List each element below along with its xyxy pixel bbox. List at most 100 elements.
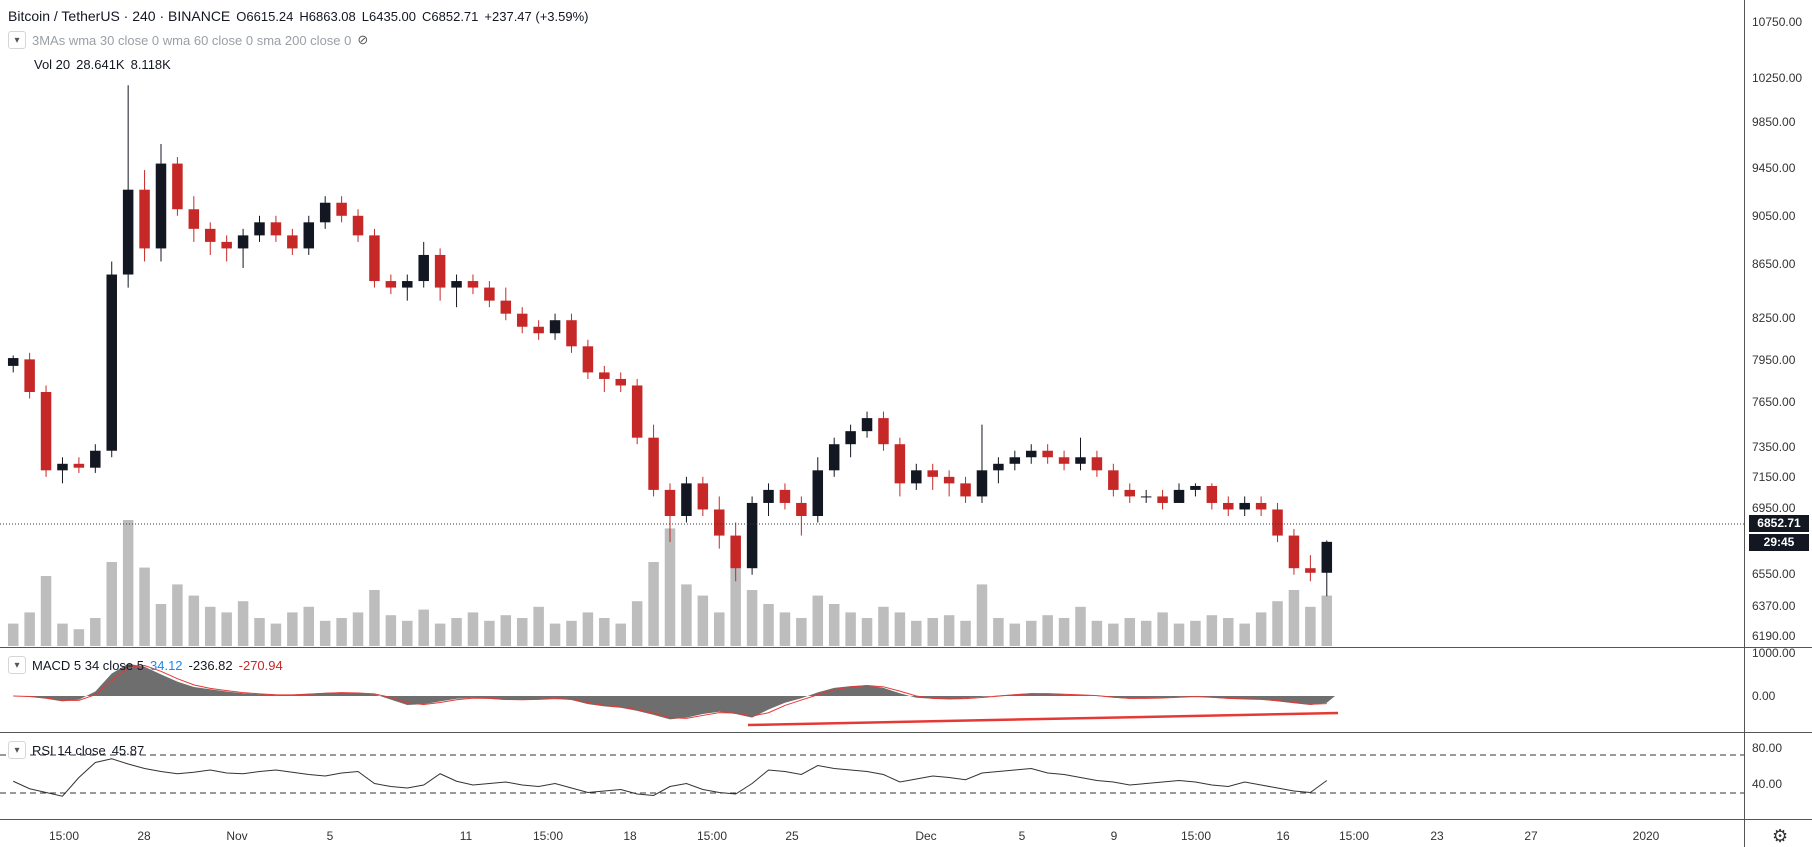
volume-bar xyxy=(681,584,692,646)
price-axis[interactable]: 10750.00 10250.00 9850.00 9450.00 9050.00 865… xyxy=(1752,15,1802,643)
volume-bar xyxy=(582,612,594,646)
candle xyxy=(1140,489,1152,503)
volume-bar xyxy=(927,618,938,646)
volume-bar xyxy=(960,620,971,646)
volume-value-1: 28.641K xyxy=(76,57,125,72)
volume-bar xyxy=(1009,623,1021,646)
volume-bar xyxy=(188,595,200,646)
volume-bar xyxy=(878,606,889,646)
candle xyxy=(1206,483,1218,510)
price-tick-label: 7950.00 xyxy=(1752,353,1796,367)
candle xyxy=(1223,496,1234,516)
volume-bar xyxy=(516,618,528,646)
volume-bar xyxy=(828,604,840,646)
volume-bar xyxy=(533,606,544,646)
volume-bar xyxy=(1223,618,1234,646)
eye-slash-icon[interactable]: ⊘ xyxy=(357,32,369,47)
volume-bar xyxy=(204,606,216,646)
volume-bar xyxy=(763,604,774,646)
price-tick-label: 10750.00 xyxy=(1752,15,1802,29)
volume-bar xyxy=(122,520,134,646)
time-tick-label: Nov xyxy=(226,829,247,843)
candle xyxy=(451,274,462,308)
volume-bar xyxy=(57,623,68,646)
chevron-down-icon[interactable]: ▾ xyxy=(8,741,26,759)
time-tick-label: 5 xyxy=(327,829,334,843)
last-price-tag: 6852.71 xyxy=(1749,515,1809,532)
volume-bar xyxy=(714,612,725,646)
volume-bar xyxy=(648,562,659,646)
candle xyxy=(402,274,413,301)
candle xyxy=(270,215,282,242)
time-axis[interactable]: 15:00 28 Nov 5 11 15:00 18 15:00 25 Dec 5 9 15:00 16 1… xyxy=(49,829,1660,843)
time-tick-label: 11 xyxy=(460,829,473,843)
gear-icon[interactable]: ⚙ xyxy=(1772,826,1789,846)
macd-legend: ▾ MACD 5 34 close 5 34.12 -236.82 -270.9… xyxy=(8,656,283,674)
volume-bar xyxy=(385,615,397,646)
volume-bar xyxy=(1321,595,1333,646)
candle xyxy=(57,457,68,484)
volume-bar xyxy=(270,623,282,646)
candle xyxy=(90,444,101,473)
volume-bar xyxy=(254,618,265,646)
candle xyxy=(188,196,200,242)
chevron-down-icon[interactable]: ▾ xyxy=(8,31,26,49)
candle xyxy=(845,424,856,458)
candle xyxy=(1272,502,1283,543)
candle xyxy=(106,261,117,458)
volume-bar xyxy=(1272,601,1283,646)
candle xyxy=(796,496,807,536)
candle xyxy=(746,496,758,575)
macd-tick-label: 1000.00 xyxy=(1752,646,1796,660)
volume-bar xyxy=(976,584,988,646)
candle xyxy=(254,215,265,242)
candle xyxy=(878,411,889,451)
volume-bar xyxy=(1140,620,1152,646)
chevron-down-icon[interactable]: ▾ xyxy=(8,656,26,674)
candle xyxy=(861,411,873,438)
rsi-tick-label: 40.00 xyxy=(1752,777,1782,791)
macd-trendline[interactable] xyxy=(747,711,1339,727)
rsi-legend: ▾ RSI 14 close 45.87 xyxy=(8,741,144,759)
time-tick-label: 15:00 xyxy=(1339,829,1369,843)
volume-bar xyxy=(336,618,347,646)
candle xyxy=(566,313,577,353)
rsi-bands xyxy=(0,754,1744,794)
candle xyxy=(287,228,298,255)
candle xyxy=(894,437,906,497)
volume-bar xyxy=(7,623,19,646)
candle xyxy=(1239,496,1250,516)
candle xyxy=(1025,444,1037,464)
volume-bar xyxy=(303,606,315,646)
candle xyxy=(7,355,19,373)
price-tick-label: 6370.00 xyxy=(1752,599,1796,613)
volume-bar xyxy=(73,629,85,646)
time-tick-label: 16 xyxy=(1276,829,1290,843)
volume-bar xyxy=(1173,623,1185,646)
close-value: C6852.71 xyxy=(422,8,479,24)
candle xyxy=(664,483,676,543)
time-tick-label: 23 xyxy=(1430,829,1444,843)
volume-bar xyxy=(615,623,626,646)
volume-bar xyxy=(993,618,1004,646)
volume-bar xyxy=(90,618,101,646)
candle xyxy=(352,209,364,242)
candle xyxy=(434,248,446,301)
price-tick-label: 8650.00 xyxy=(1752,257,1796,271)
volume-bar xyxy=(730,548,741,646)
volume-bar xyxy=(106,562,117,646)
price-tick-label: 9050.00 xyxy=(1752,209,1796,223)
volume-label: Vol 20 xyxy=(34,57,71,72)
ma-label: 3MAs wma 30 close 0 wma 60 close 0 sma 2… xyxy=(32,32,352,48)
candle xyxy=(237,228,249,268)
candle xyxy=(615,372,626,392)
volume-bar xyxy=(1058,618,1070,646)
candle xyxy=(1091,450,1103,477)
volume-bar xyxy=(697,595,709,646)
time-tick-label: 15:00 xyxy=(533,829,563,843)
candle xyxy=(319,196,331,229)
candle xyxy=(714,496,725,549)
candle xyxy=(911,463,922,490)
price-tick-label: 10250.00 xyxy=(1752,71,1802,85)
